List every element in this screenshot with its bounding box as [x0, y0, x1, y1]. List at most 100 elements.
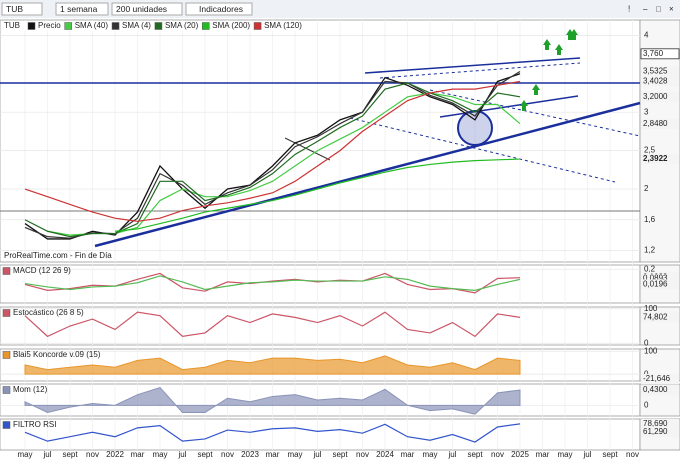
line: [24, 423, 521, 443]
channel-bottom: [439, 95, 579, 118]
legend-swatch: [202, 22, 210, 30]
x-tick-label: nov: [356, 450, 369, 459]
x-tick-label: may: [557, 450, 572, 459]
pane: [0, 19, 641, 263]
price-tag-label: 0,4300: [643, 385, 668, 394]
y-tick-label: 1,2: [644, 246, 656, 255]
x-tick-label: mar: [401, 450, 415, 459]
y-tick-label: 0: [644, 400, 649, 409]
x-tick-label: may: [17, 450, 32, 459]
line: [24, 311, 521, 338]
price-tag: [640, 48, 680, 60]
y-tick-label: 0: [644, 369, 649, 378]
close-icon[interactable]: ×: [669, 5, 674, 14]
x-tick-label: jul: [177, 450, 186, 459]
price-tag: [641, 273, 679, 284]
price-tag: [641, 312, 679, 323]
pane: [0, 306, 641, 346]
minimize-icon[interactable]: –: [643, 5, 648, 14]
x-tick-label: 2023: [241, 450, 259, 459]
pane-title: Mom (12): [13, 385, 48, 394]
x-tick-label: 2025: [511, 450, 529, 459]
x-tick-label: sept: [602, 450, 618, 459]
legend-swatch: [154, 22, 163, 30]
price-tag: [641, 118, 679, 129]
x-tick-label: nov: [221, 450, 234, 459]
price-tag: [641, 374, 679, 385]
line: [114, 158, 521, 232]
x-tick-label: sept: [197, 450, 213, 459]
x-tick-label: nov: [86, 450, 99, 459]
x-tick-label: may: [287, 450, 302, 459]
legend-swatch: [253, 22, 262, 30]
x-tick-label: mar: [266, 450, 280, 459]
legend-swatch: [111, 22, 120, 30]
legend-swatch: [64, 22, 72, 30]
symbol-box[interactable]: [1, 2, 43, 16]
x-tick-label: nov: [491, 450, 504, 459]
x-tick-label: may: [152, 450, 167, 459]
units: 200 unidades: [116, 4, 167, 14]
y-tick-label: 2: [644, 184, 649, 193]
price-tag: [641, 419, 679, 430]
period-box[interactable]: [55, 2, 109, 16]
alert-icon[interactable]: !: [628, 5, 630, 14]
y-tick-label: 0: [644, 338, 649, 347]
price-tag: [641, 385, 679, 396]
price-tag: [641, 426, 679, 437]
units-box[interactable]: [111, 2, 183, 16]
legend-label: SMA (40): [75, 21, 109, 30]
pane-icon: [2, 351, 11, 359]
pane-icon: [2, 309, 11, 317]
up-arrows: [520, 29, 578, 111]
y-tick-label: 2,5: [644, 146, 656, 155]
maximize-icon[interactable]: □: [656, 5, 661, 14]
price-tag-label: 3,2000: [643, 92, 668, 101]
y-tick-label: 100: [644, 304, 658, 313]
x-tick-label: mar: [536, 450, 550, 459]
pane-title: Blai5 Koncorde v.09 (15): [13, 350, 101, 359]
legend-label: SMA (200): [212, 21, 250, 30]
legend-label: SMA (4): [122, 21, 151, 30]
pane-icon: [2, 421, 11, 429]
price-tag: [641, 153, 679, 164]
legend-label: SMA (120): [264, 21, 302, 30]
channel-top: [364, 57, 581, 74]
indicators: Indicadores: [199, 4, 243, 14]
pane-icon: [2, 267, 11, 275]
symbol: TUB: [6, 4, 23, 14]
drawings: [0, 29, 641, 248]
price-tag-label: 2,8480: [643, 119, 668, 128]
pane: [0, 418, 641, 451]
indicators-box[interactable]: [185, 2, 253, 16]
y-tick-label: 4: [644, 30, 649, 39]
x-tick-label: mar: [131, 450, 145, 459]
pane: [0, 264, 641, 304]
price-tag-label: 3,4028: [643, 76, 668, 85]
x-tick-label: jul: [582, 450, 591, 459]
price-tag-label: 2,3922: [643, 154, 668, 163]
x-tick-label: 2024: [376, 450, 394, 459]
pane-icon: [2, 386, 11, 394]
y-tick-label: 0,2: [644, 264, 656, 273]
area: [24, 355, 521, 375]
axis-area: [639, 19, 680, 263]
pane-title: Estocástico (26 8 5): [13, 308, 84, 317]
area: [24, 386, 521, 415]
price-tag-label: 0,0893: [643, 274, 668, 283]
y-tick-label: 3: [644, 107, 649, 116]
x-tick-label: jul: [312, 450, 321, 459]
price-tag: [641, 91, 679, 102]
x-tick-label: nov: [626, 450, 639, 459]
price-tag: [641, 279, 679, 290]
trendline: [94, 101, 641, 248]
line: [24, 80, 521, 222]
legend-bg: [2, 21, 302, 31]
x-tick-label: may: [422, 450, 437, 459]
period: 1 semana: [60, 4, 98, 14]
price-tag-label: 3,760: [643, 49, 664, 58]
price-tag: [641, 76, 679, 87]
legend-label: Precio: [38, 21, 61, 30]
pane-title: FILTRO RSI: [13, 420, 56, 429]
